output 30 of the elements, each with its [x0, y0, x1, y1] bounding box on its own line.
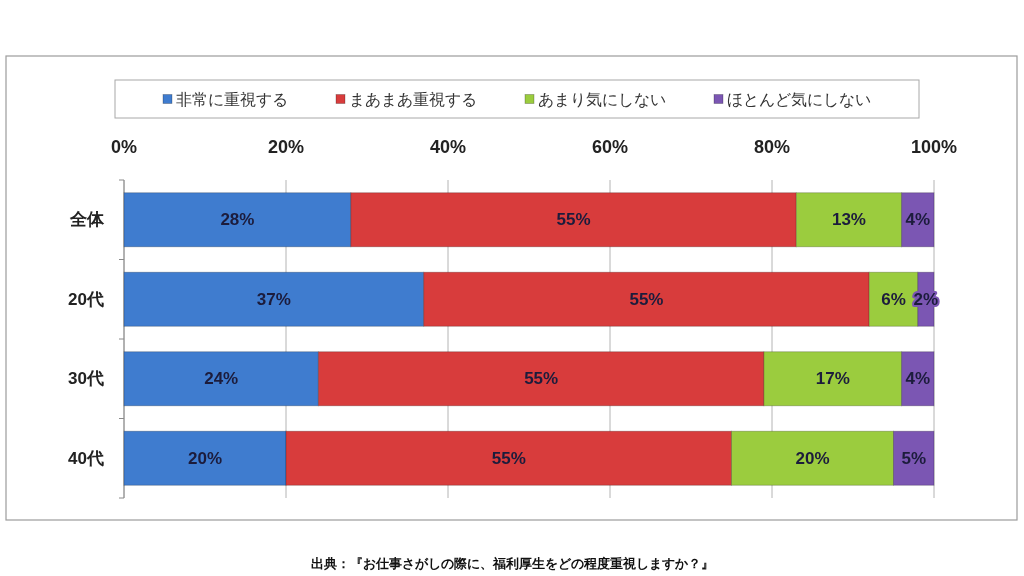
data-label: 13% [831, 210, 866, 230]
data-label: 4% [905, 210, 931, 230]
legend-item: 非常に重視する [162, 90, 288, 108]
x-tick-label: 0% [110, 137, 138, 157]
data-label: 24% [204, 369, 239, 389]
data-label: 20% [187, 448, 223, 468]
x-tick-label: 40% [429, 137, 467, 157]
data-label: 20% [795, 448, 830, 468]
legend-item: まあまあ重視する [335, 90, 477, 108]
annotation: 出典：『お仕事さがしの際に、福利厚生をどの程度重視しますか？』 [310, 556, 714, 571]
data-label: 37% [256, 289, 291, 309]
y-tick-label: 全体 [69, 210, 105, 230]
data-label: 28% [220, 210, 255, 230]
x-tick-label: 20% [267, 137, 305, 157]
x-tick-label: 100% [910, 137, 958, 157]
legend-item: ほとんど気にしない [713, 90, 871, 108]
y-tick-label: 20代 [68, 289, 104, 309]
y-tick-label: 30代 [68, 369, 104, 389]
data-label: 6% [881, 289, 906, 309]
x-tick-label: 80% [753, 137, 791, 157]
data-label: 55% [491, 448, 526, 468]
data-label: 4% [905, 369, 931, 389]
data-label: 5% [901, 448, 927, 468]
data-label: 55% [556, 210, 591, 230]
data-label: 55% [629, 289, 664, 309]
y-tick-label: 40代 [68, 448, 104, 468]
legend-item: あまり気にしない [524, 90, 666, 108]
x-tick-label: 60% [591, 137, 629, 157]
data-label: 17% [815, 369, 850, 389]
data-label: 55% [524, 369, 559, 389]
